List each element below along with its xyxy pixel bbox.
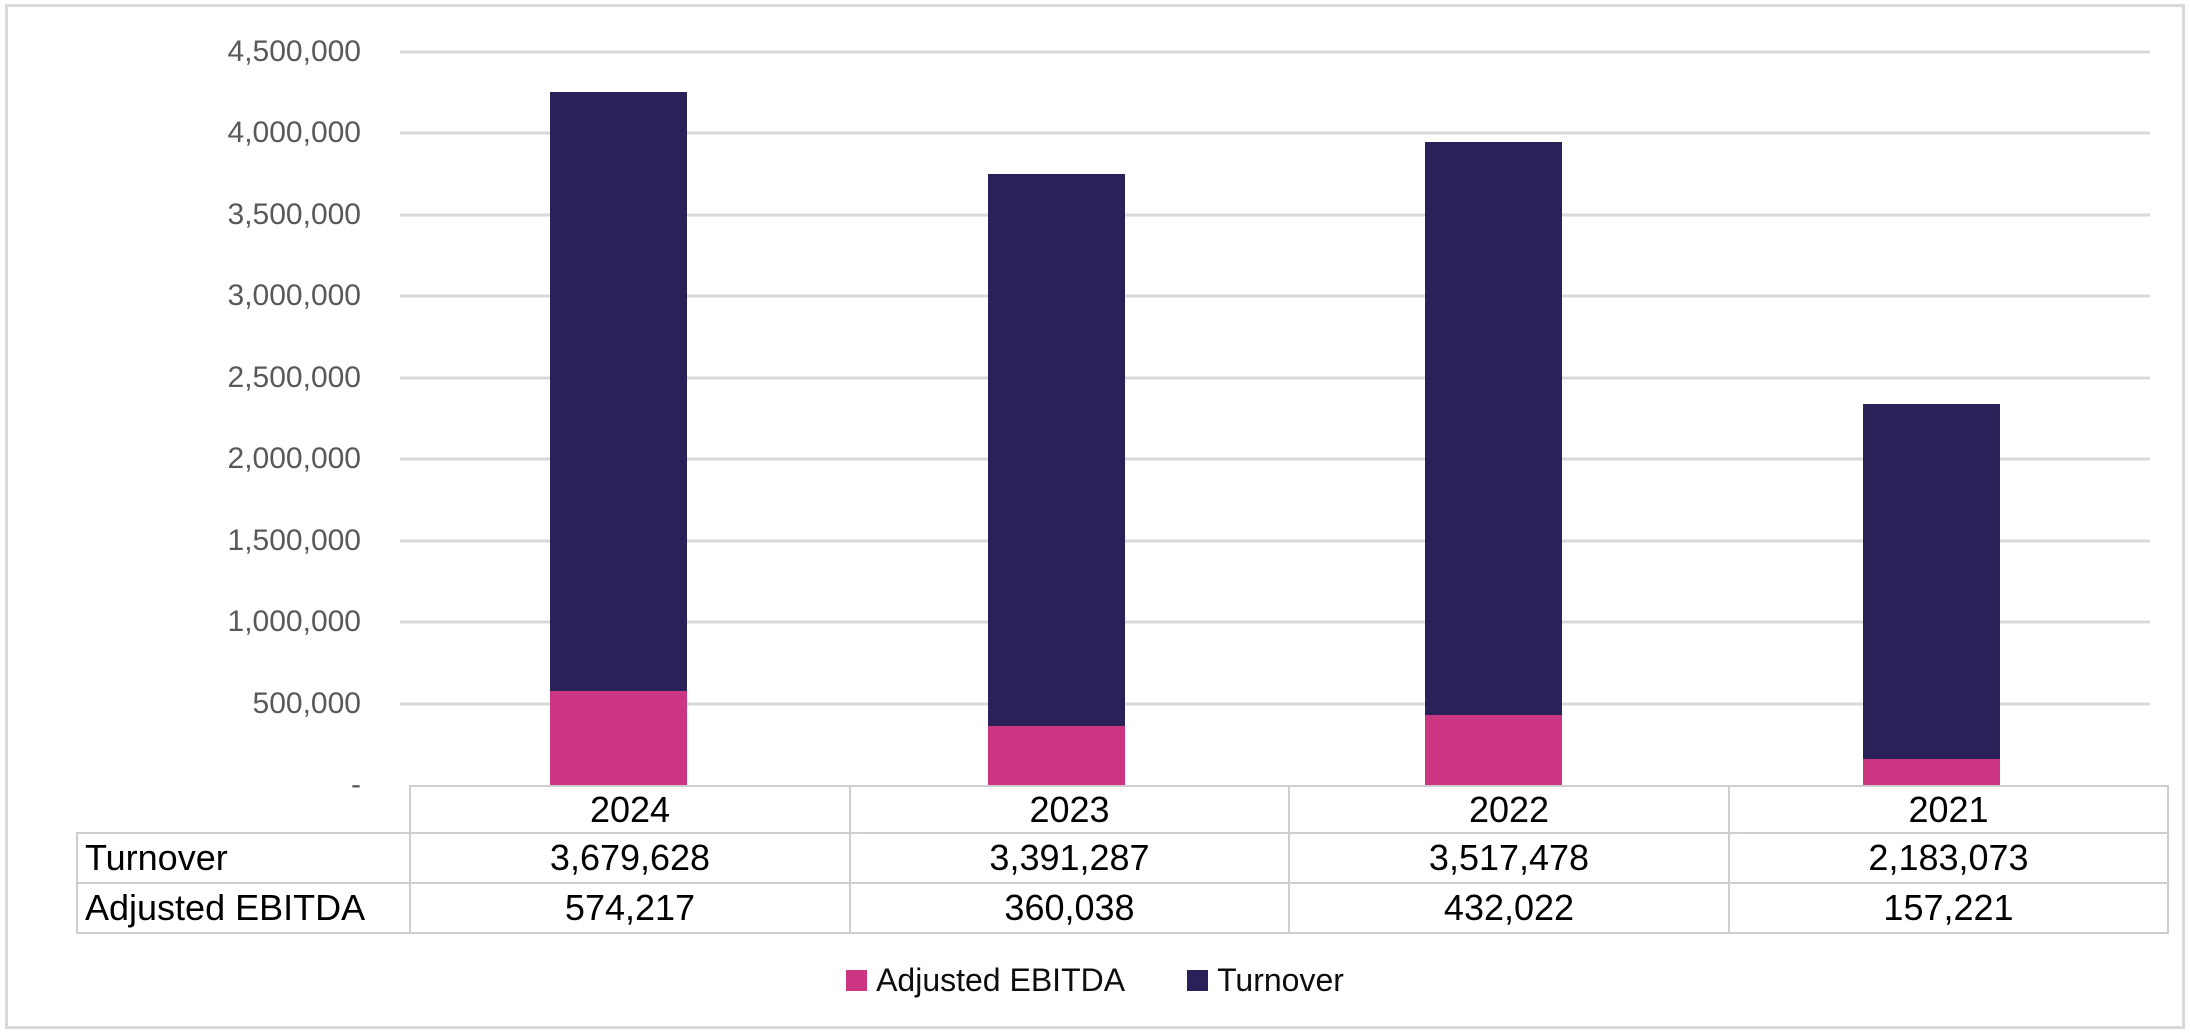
table-row: 2024 2023 2022 2021: [77, 785, 2169, 834]
bar-segment-turnover-2021: [1862, 403, 2000, 760]
legend-item-adjusted-ebitda: Adjusted EBITDA: [846, 962, 1125, 999]
y-axis-tick-label: 1,500,000: [227, 523, 361, 557]
table-row-label: Adjusted EBITDA: [76, 882, 411, 934]
legend-label: Turnover: [1217, 962, 1344, 998]
legend: Adjusted EBITDA Turnover: [8, 962, 2182, 999]
table-value-cell: 574,217: [409, 882, 851, 934]
stacked-bar-2021: [1862, 403, 2000, 785]
table-value-cell: 2,183,073: [1728, 832, 2169, 884]
table-value-cell: 3,391,287: [849, 832, 1290, 884]
data-table: 2024 2023 2022 2021 Turnover 3,679,628 3,391,2…: [76, 785, 2169, 934]
table-value-cell: 432,022: [1288, 882, 1730, 934]
legend-swatch-icon: [1187, 970, 1209, 991]
y-axis-tick-label: 3,500,000: [227, 197, 361, 231]
table-value-cell: 360,038: [849, 882, 1290, 934]
y-axis: 4,500,000 4,000,000 3,500,000 3,000,000 2,50…: [8, 37, 361, 800]
gridline: [400, 213, 2150, 217]
bar-segment-turnover-2022: [1425, 141, 1563, 715]
gridline: [400, 539, 2150, 543]
stacked-bar-2022: [1425, 141, 1563, 785]
bar-segment-turnover-2024: [550, 92, 688, 692]
y-axis-tick-label: 4,500,000: [227, 35, 361, 68]
table-row: Turnover 3,679,628 3,391,287 3,517,478 2,183…: [76, 832, 2169, 884]
table-row: Adjusted EBITDA 574,217 360,038 432,022 157,…: [76, 882, 2169, 934]
table-corner-cell: [77, 786, 411, 834]
y-axis-tick-label: 4,000,000: [227, 116, 361, 150]
gridline: [400, 131, 2150, 135]
plot-area: [400, 50, 2150, 785]
table-value-cell: 3,679,628: [409, 832, 851, 884]
bar-segment-turnover-2023: [987, 173, 1125, 727]
table-year-header-2023: 2023: [849, 785, 1290, 834]
y-axis-tick-label: -: [351, 768, 361, 801]
gridline: [400, 376, 2150, 380]
y-axis-tick-label: 2,500,000: [227, 360, 361, 394]
table-year-header-2024: 2024: [409, 785, 851, 834]
chart-frame: 4,500,000 4,000,000 3,500,000 3,000,000 2,50…: [5, 4, 2185, 1029]
bar-segment-adjusted-ebitda-2022: [1425, 714, 1563, 785]
bar-segment-adjusted-ebitda-2024: [550, 691, 688, 785]
table-year-header-2022: 2022: [1288, 785, 1730, 834]
gridline: [400, 50, 2150, 54]
y-axis-tick-label: 500,000: [252, 686, 361, 720]
bar-segment-adjusted-ebitda-2021: [1862, 759, 2000, 785]
gridline: [400, 702, 2150, 706]
stacked-bar-2024: [550, 92, 688, 785]
table-row-label: Turnover: [76, 832, 411, 884]
legend-item-turnover: Turnover: [1187, 962, 1344, 999]
y-axis-tick-label: 2,000,000: [227, 442, 361, 476]
table-year-header-2021: 2021: [1728, 785, 2169, 834]
gridline: [400, 294, 2150, 298]
gridline: [400, 620, 2150, 624]
table-value-cell: 157,221: [1728, 882, 2169, 934]
legend-swatch-icon: [846, 970, 868, 991]
table-value-cell: 3,517,478: [1288, 832, 1730, 884]
y-axis-tick-label: 1,000,000: [227, 605, 361, 639]
y-axis-tick-label: 3,000,000: [227, 279, 361, 313]
gridline: [400, 457, 2150, 461]
stacked-bar-2023: [987, 173, 1125, 785]
legend-label: Adjusted EBITDA: [876, 962, 1126, 998]
bar-segment-adjusted-ebitda-2023: [987, 726, 1125, 785]
